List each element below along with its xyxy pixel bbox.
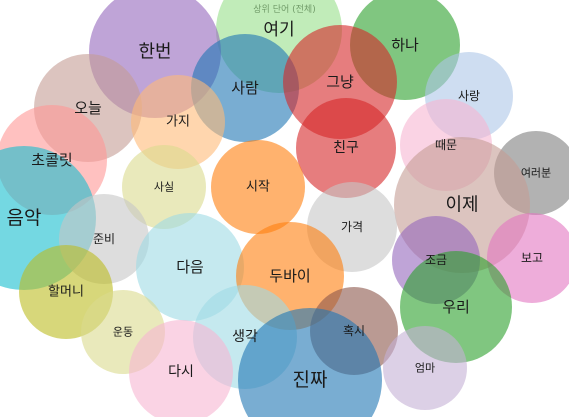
bubble-label-21: 보고 xyxy=(521,251,543,265)
bubble-12 xyxy=(122,145,206,229)
bubble-label-26: 혹시 xyxy=(343,324,365,338)
bubble-label-12: 사실 xyxy=(154,181,174,194)
bubble-8 xyxy=(296,98,396,198)
bubble-label-22: 할머니 xyxy=(48,285,84,300)
bubble-label-5: 사랑 xyxy=(458,89,480,103)
bubble-label-18: 다음 xyxy=(176,258,204,276)
bubble-label-23: 우리 xyxy=(442,298,470,316)
bubble-label-7: 가지 xyxy=(166,115,190,130)
bubble-label-28: 진짜 xyxy=(293,369,328,391)
bubble-label-15: 음악 xyxy=(7,207,42,229)
bubble-label-0: 여기 xyxy=(263,20,294,40)
bubble-label-8: 친구 xyxy=(333,140,359,156)
bubble-label-19: 두바이 xyxy=(269,267,310,285)
bubble-label-10: 초콜릿 xyxy=(31,151,72,169)
bubble-label-2: 한번 xyxy=(138,42,171,63)
bubble-label-6: 오늘 xyxy=(74,99,102,117)
bubble-label-16: 가격 xyxy=(341,220,363,234)
bubble-27 xyxy=(129,320,233,417)
bubble-label-25: 생각 xyxy=(232,329,258,345)
bubble-label-24: 운동 xyxy=(113,326,133,339)
bubble-label-9: 때문 xyxy=(435,138,457,152)
bubble-label-14: 이제 xyxy=(445,195,478,216)
bubble-label-3: 사람 xyxy=(231,79,259,97)
bubble-label-1: 하나 xyxy=(391,36,419,54)
bubble-label-27: 다시 xyxy=(168,364,194,380)
bubble-13 xyxy=(211,140,305,234)
bubble-29 xyxy=(383,326,467,410)
bubble-label-20: 조금 xyxy=(425,253,447,267)
bubble-label-4: 그냥 xyxy=(326,73,354,91)
bubble-label-11: 여러분 xyxy=(521,167,551,180)
bubble-label-29: 엄마 xyxy=(415,362,435,375)
bubble-label-13: 시작 xyxy=(246,180,270,195)
bubble-7 xyxy=(131,75,225,169)
bubble-21 xyxy=(487,213,569,303)
bubble-label-17: 준비 xyxy=(93,232,115,246)
bubble-28 xyxy=(238,308,382,417)
